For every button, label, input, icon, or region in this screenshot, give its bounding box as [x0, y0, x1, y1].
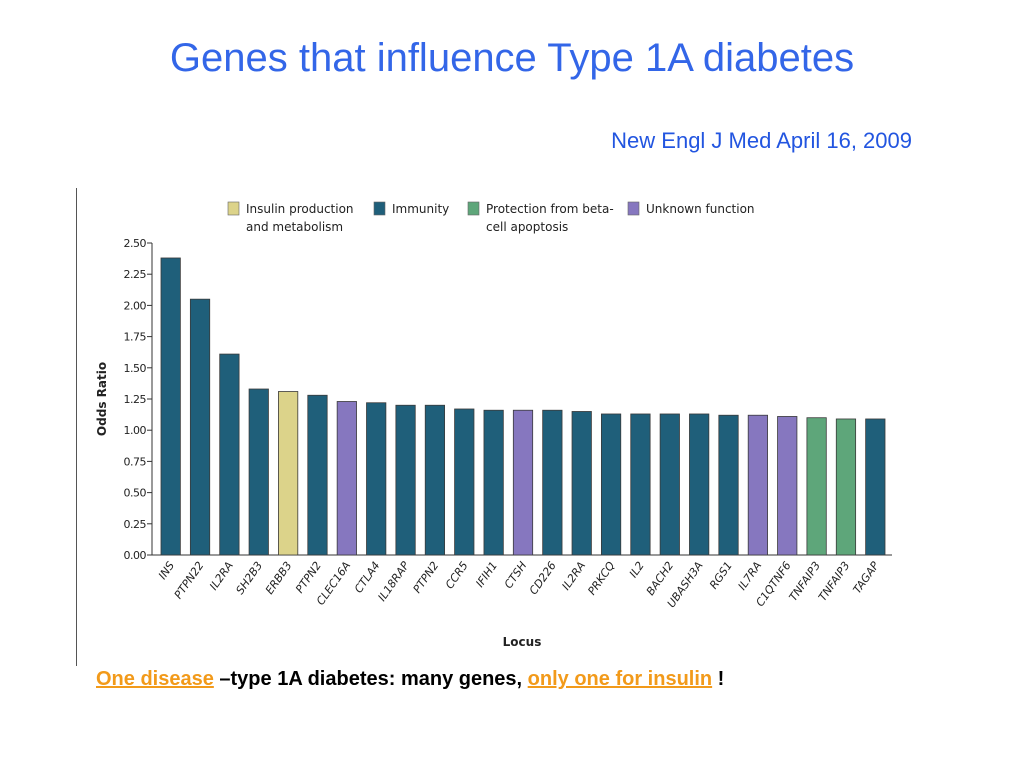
bar-bach2 — [659, 413, 680, 556]
legend-label-insulin: Insulin production — [246, 202, 354, 216]
bar-cd226 — [542, 409, 563, 556]
caption-text: –type 1A diabetes: many genes, — [213, 668, 528, 690]
y-tick-label: 1.00 — [124, 424, 147, 437]
bar-ptpn2 — [307, 394, 328, 556]
x-tick-label: PRKCQ — [585, 559, 617, 597]
x-tick-label: SH2B3 — [233, 559, 265, 597]
x-tick-label: ERBB3 — [263, 559, 295, 597]
legend-label-protection: cell apoptosis — [486, 220, 568, 234]
bar-il2 — [630, 413, 651, 556]
legend-swatch-insulin — [227, 201, 240, 216]
y-tick-label: 2.00 — [124, 299, 147, 312]
caption-highlight-one-disease[interactable]: One disease — [96, 668, 214, 690]
bar-c1qtnf6 — [777, 416, 798, 556]
x-tick-label: IL2RA — [559, 559, 588, 592]
legend-swatch-unknown — [627, 201, 640, 216]
x-tick-label: PTPN22 — [172, 559, 207, 601]
x-tick-label: IL2 — [627, 559, 647, 580]
y-tick-label: 0.50 — [124, 487, 147, 500]
divider-line — [76, 188, 77, 666]
bar-erbb3 — [278, 391, 299, 556]
x-tick-label: CTSH — [502, 559, 530, 591]
bar-rgs1 — [718, 414, 739, 556]
legend-label-immunity: Immunity — [392, 202, 449, 216]
x-tick-label: INS — [156, 559, 177, 582]
y-tick-label: 0.25 — [124, 518, 147, 531]
bar-il2ra — [571, 411, 592, 556]
x-axis-label: Locus — [503, 635, 542, 649]
x-tick-label: IFIH1 — [473, 559, 500, 589]
legend-swatch-immunity — [373, 201, 386, 216]
bar-il2ra — [219, 353, 240, 556]
x-tick-label: CD226 — [527, 559, 559, 597]
x-tick-label: TAGAP — [851, 559, 882, 596]
caption-highlight-only-one[interactable]: only one for insulin — [527, 668, 713, 690]
bar-ins — [160, 257, 181, 556]
x-tick-label: PTPN2 — [293, 559, 324, 595]
slide-title: Genes that influence Type 1A diabetes — [169, 36, 855, 80]
y-tick-label: 2.25 — [124, 268, 147, 281]
legend-label-protection: Protection from beta- — [486, 202, 614, 216]
bar-tnfaip3 — [806, 417, 827, 556]
bar-tagap — [865, 418, 886, 556]
y-tick-label: 1.25 — [124, 393, 147, 406]
bar-ifih1 — [483, 409, 504, 556]
bar-clec16a — [336, 401, 357, 556]
bar-il7ra — [747, 414, 768, 556]
y-tick-label: 1.50 — [124, 362, 147, 375]
y-tick-label: 2.50 — [124, 237, 147, 250]
odds-ratio-bar-chart: Insulin production and metabolism Immunity… — [95, 201, 892, 649]
caption-end: ! — [712, 668, 725, 690]
y-tick-label: 0.00 — [124, 549, 147, 562]
legend-swatch-protection — [467, 201, 480, 216]
x-tick-label: CTLA4 — [352, 559, 383, 595]
citation: New Engl J Med April 16, 2009 — [611, 128, 912, 153]
y-axis-label: Odds Ratio — [95, 362, 109, 436]
bar-ctla4 — [366, 402, 387, 556]
y-tick-label: 1.75 — [124, 331, 147, 344]
x-tick-label: IL7RA — [736, 559, 765, 592]
bar-sh2b3 — [248, 388, 269, 556]
bar-tnfaip3 — [835, 418, 857, 556]
x-tick-label: IL2RA — [207, 559, 236, 592]
x-tick-label: RGS1 — [707, 559, 735, 591]
x-tick-label: CCR5 — [443, 559, 471, 591]
bar-prkcq — [600, 413, 622, 556]
legend-label-unknown: Unknown function — [646, 202, 755, 216]
bar-ctsh — [512, 409, 534, 556]
bar-ptpn22 — [189, 298, 211, 556]
caption: One disease –type 1A diabetes: many gene… — [96, 668, 724, 691]
bar-ccr5 — [454, 408, 475, 556]
bar-ubash3a — [689, 413, 710, 556]
bar-ptpn2 — [424, 404, 446, 556]
bar-il18rap — [395, 404, 416, 556]
legend-label-insulin: and metabolism — [246, 220, 343, 234]
x-tick-label: PTPN2 — [411, 559, 442, 595]
y-tick-label: 0.75 — [124, 455, 147, 468]
